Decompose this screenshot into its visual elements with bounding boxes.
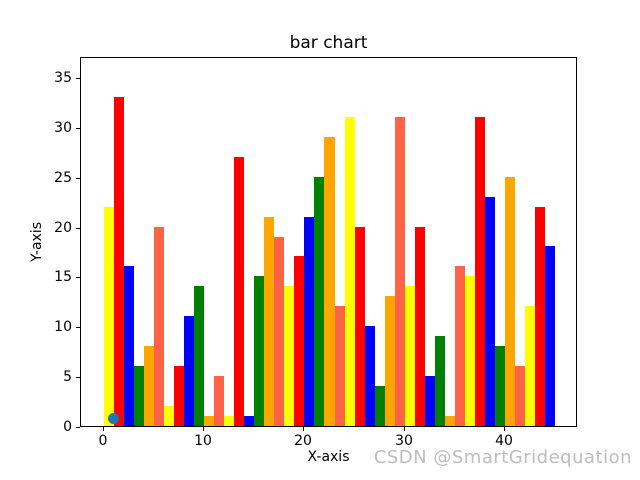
x-tick-label: 20 <box>294 433 312 449</box>
bar <box>174 366 184 426</box>
bar <box>194 286 204 426</box>
bar <box>304 217 314 426</box>
bar <box>124 266 134 426</box>
bar <box>114 97 124 426</box>
bar <box>505 177 515 426</box>
bar <box>204 416 214 426</box>
bar <box>415 227 425 426</box>
bar <box>314 177 324 426</box>
watermark: CSDN @SmartGridequation <box>373 447 632 468</box>
y-tick-mark <box>76 327 80 328</box>
y-tick-label: 15 <box>54 269 72 285</box>
y-tick-label: 0 <box>63 419 72 435</box>
x-tick-mark <box>203 427 204 431</box>
x-tick-mark <box>103 427 104 431</box>
bar <box>294 256 304 426</box>
bar <box>465 276 475 426</box>
bar <box>515 366 525 426</box>
bar <box>284 286 294 426</box>
bar <box>545 246 555 426</box>
y-tick-label: 30 <box>54 120 72 136</box>
y-tick-mark <box>76 128 80 129</box>
bar <box>375 386 385 426</box>
bar <box>395 117 405 426</box>
bar <box>385 296 395 426</box>
y-tick-label: 35 <box>54 70 72 86</box>
bar <box>345 117 355 426</box>
y-tick-mark <box>76 228 80 229</box>
y-tick-label: 5 <box>63 369 72 385</box>
bar <box>264 217 274 426</box>
x-axis-label: X-axis <box>307 449 350 465</box>
x-tick-label: 40 <box>495 433 513 449</box>
y-tick-label: 20 <box>54 220 72 236</box>
y-tick-mark <box>76 377 80 378</box>
bar <box>134 366 144 426</box>
bar <box>104 207 114 426</box>
bar <box>435 336 445 426</box>
y-tick-mark <box>76 178 80 179</box>
bar <box>445 416 455 426</box>
bar <box>254 276 264 426</box>
y-tick-mark <box>76 78 80 79</box>
x-tick-mark <box>404 427 405 431</box>
bar <box>355 227 365 426</box>
x-tick-label: 0 <box>98 433 108 449</box>
bar <box>214 376 224 426</box>
x-tick-label: 10 <box>194 433 212 449</box>
bar <box>455 266 465 426</box>
y-tick-mark <box>76 427 80 428</box>
bar <box>405 286 415 426</box>
y-tick-label: 10 <box>54 319 72 335</box>
bar <box>224 416 234 426</box>
chart-title: bar chart <box>289 33 368 53</box>
bar <box>425 376 435 426</box>
bar <box>365 326 375 426</box>
bar <box>495 346 505 426</box>
bar <box>234 157 244 426</box>
bar <box>485 197 495 426</box>
bar <box>144 346 154 426</box>
plot-area <box>80 57 577 427</box>
bar <box>274 237 284 426</box>
bar <box>244 416 254 426</box>
x-tick-mark <box>504 427 505 431</box>
y-tick-label: 25 <box>54 170 72 186</box>
x-tick-mark <box>303 427 304 431</box>
bar <box>475 117 485 426</box>
bar <box>525 306 535 426</box>
bar <box>324 137 335 426</box>
y-tick-mark <box>76 277 80 278</box>
bar <box>335 306 345 426</box>
x-tick-label: 30 <box>395 433 413 449</box>
bar <box>184 316 194 426</box>
scatter-point <box>108 413 119 424</box>
bar <box>164 406 174 426</box>
bar <box>154 227 164 426</box>
bar <box>535 207 545 426</box>
